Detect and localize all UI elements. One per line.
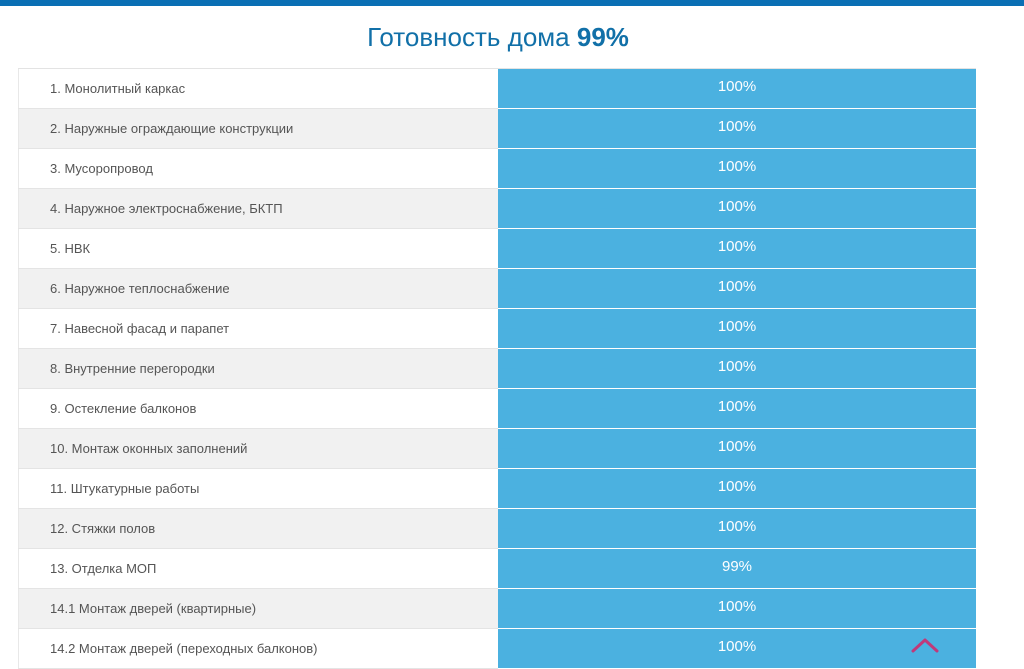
stage-name: 1. Монолитный каркас	[18, 69, 498, 108]
table-row: 7. Навесной фасад и парапет 100%	[18, 309, 976, 349]
stage-progress-value: 100%	[498, 469, 976, 509]
stage-progress-value: 100%	[498, 509, 976, 549]
stage-name: 11. Штукатурные работы	[18, 469, 498, 508]
scroll-to-top-button[interactable]	[908, 634, 942, 656]
stage-name: 7. Навесной фасад и парапет	[18, 309, 498, 348]
table-row: 2. Наружные ограждающие конструкции 100%	[18, 109, 976, 149]
stage-name: 2. Наружные ограждающие конструкции	[18, 109, 498, 148]
table-row: 5. НВК 100%	[18, 229, 976, 269]
chevron-up-icon	[911, 638, 939, 653]
stage-progress-value: 100%	[498, 189, 976, 229]
stage-name: 4. Наружное электроснабжение, БКТП	[18, 189, 498, 228]
stage-name: 14.2 Монтаж дверей (переходных балконов)	[18, 629, 498, 668]
stage-name: 3. Мусоропровод	[18, 149, 498, 188]
stage-name: 9. Остекление балконов	[18, 389, 498, 428]
overall-readiness-value: 99%	[576, 22, 629, 52]
stage-name: 8. Внутренние перегородки	[18, 349, 498, 388]
table-row: 14.2 Монтаж дверей (переходных балконов)…	[18, 629, 976, 669]
stage-progress-value: 100%	[498, 589, 976, 629]
stage-progress-value: 100%	[498, 109, 976, 149]
table-row: 6. Наружное теплоснабжение 100%	[18, 269, 976, 309]
stage-name: 14.1 Монтаж дверей (квартирные)	[18, 589, 498, 628]
table-row: 1. Монолитный каркас 100%	[18, 69, 976, 109]
page-title-text: Готовность дома	[367, 22, 570, 52]
stage-name: 5. НВК	[18, 229, 498, 268]
stage-progress-value: 100%	[498, 229, 976, 269]
stage-progress-value: 100%	[498, 149, 976, 189]
progress-table: 1. Монолитный каркас 100% 2. Наружные огра…	[18, 68, 976, 669]
stage-progress-value: 100%	[498, 429, 976, 469]
stage-progress-value: 100%	[498, 349, 976, 389]
table-row: 9. Остекление балконов 100%	[18, 389, 976, 429]
page-title: Готовность дома 99%	[0, 20, 996, 54]
stage-name: 12. Стяжки полов	[18, 509, 498, 548]
table-row: 14.1 Монтаж дверей (квартирные) 100%	[18, 589, 976, 629]
stage-name: 6. Наружное теплоснабжение	[18, 269, 498, 308]
stage-progress-value: 99%	[498, 549, 976, 589]
stage-name: 13. Отделка МОП	[18, 549, 498, 588]
table-row: 3. Мусоропровод 100%	[18, 149, 976, 189]
stage-progress-value: 100%	[498, 309, 976, 349]
table-row: 10. Монтаж оконных заполнений 100%	[18, 429, 976, 469]
top-accent-bar	[0, 0, 1024, 6]
table-row: 11. Штукатурные работы 100%	[18, 469, 976, 509]
table-row: 4. Наружное электроснабжение, БКТП 100%	[18, 189, 976, 229]
stage-progress-value: 100%	[498, 269, 976, 309]
table-row: 13. Отделка МОП 99%	[18, 549, 976, 589]
stage-name: 10. Монтаж оконных заполнений	[18, 429, 498, 468]
stage-progress-value: 100%	[498, 629, 976, 669]
table-row: 8. Внутренние перегородки 100%	[18, 349, 976, 389]
stage-progress-value: 100%	[498, 389, 976, 429]
stage-progress-value: 100%	[498, 69, 976, 109]
table-row: 12. Стяжки полов 100%	[18, 509, 976, 549]
